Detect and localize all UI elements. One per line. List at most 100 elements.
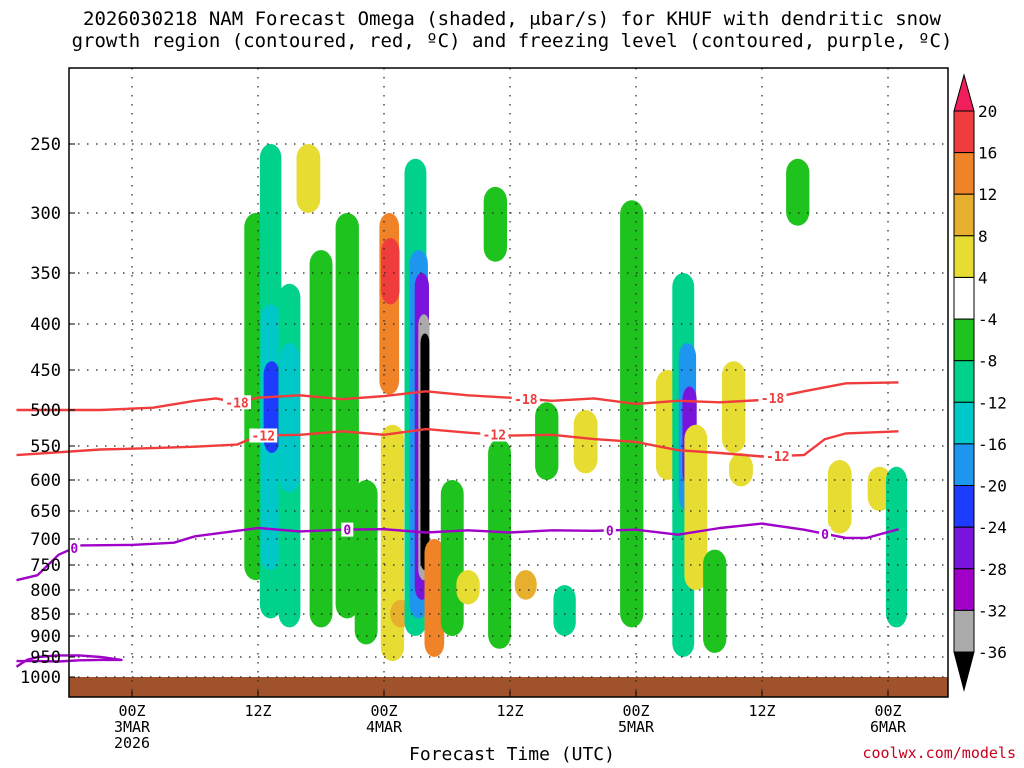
omega-cell: [440, 480, 464, 636]
contour-label: 0: [821, 528, 829, 543]
y-tick-label: 700: [30, 530, 61, 550]
colorbar-label: 4: [978, 269, 988, 288]
omega-cell: [535, 402, 559, 480]
omega-cell: [684, 424, 708, 590]
terrain-strip: [69, 677, 948, 697]
contour-label: 0: [606, 524, 614, 539]
colorbar-segment: [953, 152, 975, 195]
x-tick-label: 6MAR: [870, 718, 907, 736]
contour-label: -12: [483, 429, 506, 444]
y-tick-label: 300: [30, 204, 61, 224]
colorbar-segment: [953, 235, 975, 278]
colorbar-label: 16: [978, 144, 997, 163]
colorbar-label: -24: [978, 518, 1007, 537]
colorbar-segment: [953, 110, 975, 154]
contour-label-bg: [223, 395, 251, 410]
colorbar-segment: [953, 443, 975, 486]
colorbar-segment: [953, 277, 975, 320]
omega-cell: [309, 250, 333, 628]
colorbar-label: -8: [978, 352, 997, 371]
colorbar-segment: [953, 609, 975, 653]
colorbar-segment: [953, 401, 975, 445]
y-tick-label: 600: [30, 471, 61, 491]
contour-label-bg: [511, 391, 540, 406]
x-tick-label: 00Z: [118, 702, 145, 720]
omega-cell: [729, 453, 753, 487]
omega-cell: [573, 410, 598, 474]
contour-label-bg: [819, 526, 831, 541]
contour-label-bg: [341, 522, 354, 537]
x-tick-label: 4MAR: [366, 718, 403, 736]
y-tick-label: 500: [30, 401, 61, 421]
x-tick-label: 00Z: [370, 702, 397, 720]
omega-cell: [296, 144, 321, 213]
colorbar-segment: [953, 485, 975, 528]
chart-title-line-2: growth region (contoured, red, ºC) and f…: [71, 30, 953, 52]
colorbar-segment: [953, 526, 975, 570]
x-tick-label: 2026: [114, 734, 150, 752]
x-tick-label: 12Z: [244, 702, 271, 720]
x-tick-label: 12Z: [748, 702, 775, 720]
contour-line: [16, 381, 899, 412]
colorbar-label: -16: [978, 435, 1007, 454]
omega-cell: [885, 466, 907, 628]
contour-label-bg: [603, 523, 616, 538]
y-tick-label: 450: [30, 361, 61, 381]
colorbar-label: -28: [978, 560, 1007, 579]
omega-cell: [827, 460, 852, 534]
contour-label-bg: [249, 428, 278, 443]
omega-cell: [354, 480, 378, 645]
contour-label: -12: [252, 430, 275, 445]
y-tick-label: 900: [30, 627, 61, 647]
contour-label: -18: [225, 396, 249, 411]
omega-cell: [381, 238, 400, 305]
omega-cell: [514, 570, 537, 600]
contour-line: [15, 654, 123, 668]
omega-cell: [620, 200, 644, 628]
contour-line: [16, 522, 899, 582]
contour-label: 0: [70, 542, 78, 557]
contour-label: -12: [766, 450, 789, 465]
chart-title-line-1: 2026030218 NAM Forecast Omega (shaded, μ…: [83, 8, 941, 30]
y-tick-label: 950: [30, 648, 61, 668]
colorbar-segment: [953, 193, 975, 237]
omega-cell: [867, 466, 892, 511]
omega-cell: [424, 539, 445, 657]
contour-label: 0: [343, 524, 351, 539]
colorbar-label: 8: [978, 227, 988, 246]
y-tick-label: 1000: [20, 668, 61, 688]
colorbar-label: 12: [978, 185, 997, 204]
colorbar-label: -12: [978, 393, 1007, 412]
colorbar-label: -32: [978, 601, 1007, 620]
contour-label-bg: [758, 390, 787, 405]
x-tick-label: 00Z: [622, 702, 649, 720]
omega-cell: [335, 213, 359, 619]
colorbar-label: -36: [978, 643, 1007, 662]
colorbar-segment: [953, 568, 975, 611]
omega-cell: [703, 549, 727, 653]
contour-label: -18: [761, 392, 785, 407]
omega-cell: [488, 439, 511, 649]
omega-cell: [722, 361, 746, 453]
y-tick-label: 800: [30, 581, 61, 601]
omega-cell: [786, 158, 810, 226]
x-tick-label: 12Z: [496, 702, 523, 720]
contour-label-bg: [68, 540, 81, 555]
x-tick-label: 3MAR: [114, 718, 151, 736]
colorbar-segment: [953, 360, 975, 403]
x-axis-title: Forecast Time (UTC): [409, 744, 615, 765]
omega-cell: [279, 343, 300, 493]
y-tick-label: 750: [30, 556, 61, 576]
y-tick-label: 400: [30, 315, 61, 335]
omega-cell: [420, 333, 430, 571]
colorbar-top-arrow: [953, 73, 975, 112]
y-tick-label: 250: [30, 135, 61, 155]
contour-label-bg: [763, 449, 792, 463]
colorbar-segment: [953, 318, 975, 362]
colorbar-bottom-arrow: [953, 651, 975, 692]
credit-link[interactable]: coolwx.com/models: [862, 744, 1016, 762]
y-tick-label: 350: [30, 264, 61, 284]
x-tick-label: 00Z: [874, 702, 901, 720]
colorbar-label: -4: [978, 310, 997, 329]
omega-cell: [483, 186, 507, 262]
